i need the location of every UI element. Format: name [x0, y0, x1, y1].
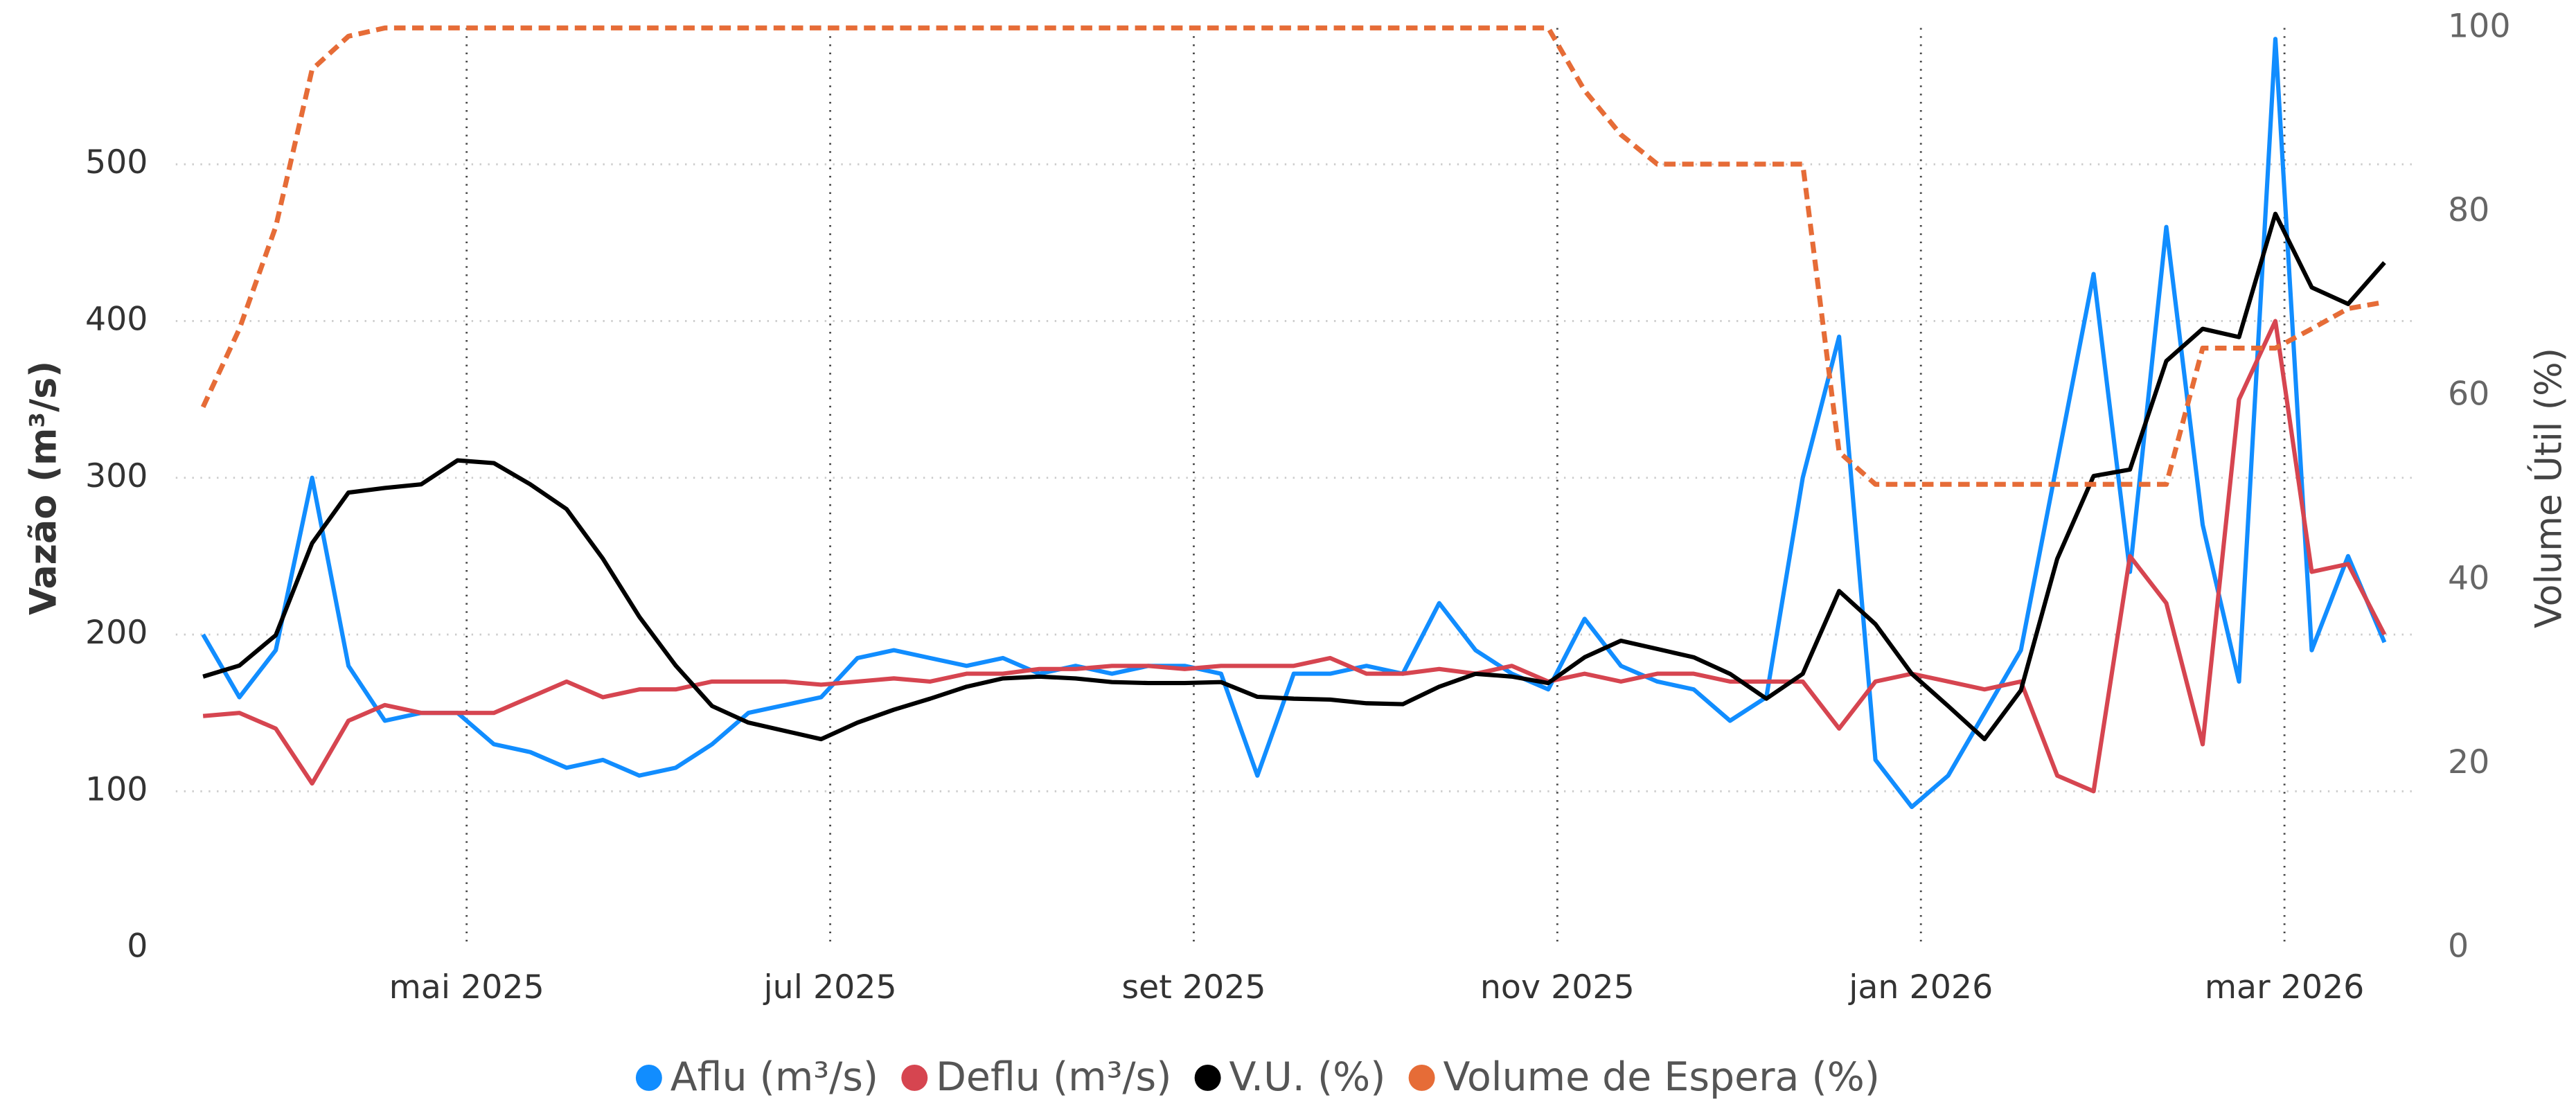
x-tick-label: jul 2025 [763, 968, 896, 1006]
series-line [202, 211, 2386, 742]
y2-tick-label: 100 [2448, 7, 2511, 45]
y2-tick-label: 80 [2448, 191, 2489, 229]
y2-tick-label: 60 [2448, 375, 2489, 414]
x-tick-label: jan 2026 [1848, 968, 1993, 1006]
legend-marker [901, 1064, 928, 1091]
x-tick-label: nov 2025 [1480, 968, 1635, 1006]
y2-axis-title: Volume Útil (%) [2527, 348, 2570, 628]
legend-label: Volume de Espera (%) [1443, 1054, 1880, 1100]
y-tick-label: 300 [85, 457, 148, 495]
y2-tick-label: 40 [2448, 559, 2489, 597]
x-tick-label: mar 2026 [2205, 968, 2365, 1006]
y-tick-label: 200 [85, 614, 148, 652]
y-tick-label: 100 [85, 770, 148, 808]
legend-marker [635, 1064, 662, 1091]
series-line [201, 37, 2387, 810]
y-tick-label: 400 [85, 300, 148, 338]
y-axis-title: Vazão (m³/s) [23, 361, 64, 615]
x-tick-label: mai 2025 [389, 968, 544, 1006]
series-line [200, 25, 2386, 487]
legend-label: Aflu (m³/s) [670, 1054, 878, 1100]
y2-tick-label: 20 [2448, 743, 2489, 781]
y-tick-label: 0 [127, 928, 148, 966]
y2-tick-label: 0 [2448, 928, 2469, 966]
legend-marker [1194, 1064, 1221, 1091]
series-line [202, 319, 2387, 794]
y-tick-label: 500 [85, 143, 148, 181]
legend-marker [1408, 1064, 1435, 1091]
legend-label: Deflu (m³/s) [936, 1054, 1171, 1100]
x-tick-label: set 2025 [1121, 968, 1265, 1006]
legend-label: V.U. (%) [1229, 1054, 1385, 1100]
